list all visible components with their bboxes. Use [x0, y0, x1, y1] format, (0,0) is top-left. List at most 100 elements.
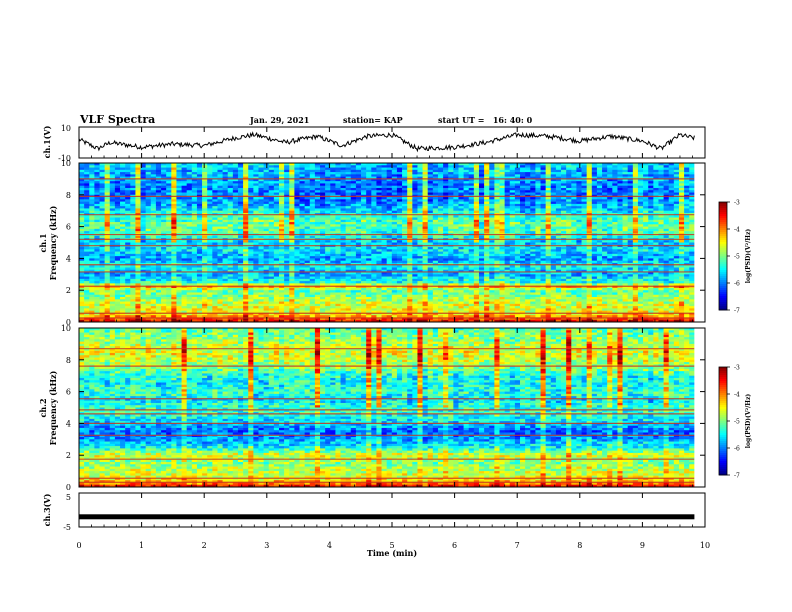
spectrogram-cell — [509, 208, 516, 211]
spectrogram-cell — [627, 167, 634, 171]
spectrogram-cell — [478, 249, 485, 252]
spectrogram-cell — [273, 235, 280, 239]
spectrogram-cell — [427, 199, 434, 202]
spectrogram-cell — [643, 190, 649, 193]
spectrogram-cell — [232, 163, 239, 166]
spectrogram-cell — [468, 217, 475, 221]
spectrogram-cell — [243, 201, 249, 205]
spectrogram-cell — [632, 172, 639, 175]
spectrogram-cell — [422, 192, 428, 196]
spectrogram-cell — [273, 167, 280, 171]
spectrogram-cell — [284, 185, 290, 189]
spectrogram-cell — [355, 203, 362, 207]
spectrogram-cell — [330, 210, 336, 214]
spectrogram-cell — [648, 226, 654, 230]
spectrogram-cell — [468, 172, 475, 175]
spectrogram-cell — [294, 231, 300, 234]
spectrogram-cell — [253, 203, 259, 207]
spectrogram-cell — [663, 210, 670, 214]
spectrogram-cell — [335, 222, 341, 225]
spectrogram-cell — [376, 208, 382, 211]
spectrogram-cell — [299, 228, 305, 232]
spectrogram-cell — [566, 165, 572, 168]
spectrogram-cell — [448, 176, 454, 180]
spectrogram-cell — [99, 219, 105, 223]
spectrogram-cell — [602, 231, 608, 234]
spectrogram-cell — [140, 215, 146, 218]
spectrogram-cell — [381, 247, 387, 250]
spectrogram-cell — [658, 222, 664, 225]
spectrogram-cell — [468, 228, 475, 232]
spectrogram-cell — [325, 256, 331, 259]
spectrogram-cell — [448, 235, 454, 239]
spectrogram-cell — [648, 208, 654, 211]
spectrogram-cell — [530, 226, 536, 230]
spectrogram-cell — [412, 174, 418, 177]
spectrogram-cell — [202, 249, 208, 252]
spectrogram-cell — [294, 210, 300, 214]
spectrogram-cell — [391, 226, 398, 230]
spectrogram-cell — [555, 190, 562, 193]
spectrogram-cell — [612, 231, 618, 234]
spectrogram-cell — [345, 181, 352, 184]
spectrogram-cell — [668, 185, 675, 189]
spectrogram-cell — [217, 256, 223, 259]
spectrogram-cell — [294, 208, 300, 211]
spectrogram-cell — [186, 249, 193, 252]
spectrogram-cell — [494, 199, 500, 202]
spectrogram-cell — [217, 190, 223, 193]
spectrogram-cell — [361, 174, 367, 177]
spectrogram-cell — [525, 181, 531, 184]
spectrogram-cell — [391, 219, 398, 223]
spectrogram-cell — [653, 199, 659, 202]
spectrogram-cell — [278, 178, 285, 182]
spectrogram-cell — [437, 206, 444, 209]
spectrogram-cell — [663, 240, 670, 243]
spectrogram-cell — [217, 242, 223, 246]
spectrogram-cell — [232, 231, 239, 234]
spectrogram-cell — [207, 201, 213, 205]
spectrogram-cell — [350, 219, 357, 223]
spectrogram-cell — [176, 240, 182, 243]
spectrogram-cell — [627, 178, 634, 182]
spectrogram-cell — [581, 190, 587, 193]
spectrogram-cell — [171, 201, 177, 205]
spectrogram-cell — [489, 183, 495, 187]
spectrogram-cell — [335, 192, 341, 196]
spectrogram-cell — [396, 174, 403, 177]
spectrogram-cell — [648, 176, 654, 180]
spectrogram-cell — [494, 231, 500, 234]
spectrogram-cell — [196, 206, 203, 209]
spectrogram-cell — [89, 224, 95, 227]
spectrogram-cell — [402, 185, 408, 189]
spectrogram-cell — [120, 249, 126, 252]
spectrogram-cell — [407, 240, 413, 243]
spectrogram-cell — [550, 222, 557, 225]
spectrogram-cell — [581, 167, 587, 171]
spectrogram-cell — [643, 203, 649, 207]
spectrogram-cell — [586, 247, 593, 250]
spectrogram-cell — [617, 174, 623, 177]
spectrogram-cell — [381, 169, 387, 173]
spectrogram-cell — [576, 249, 582, 252]
spectrogram-cell — [278, 210, 285, 214]
spectrogram-cell — [258, 228, 264, 232]
spectrogram-cell — [345, 240, 352, 243]
spectrogram-cell — [237, 251, 244, 255]
spectrogram-cell — [381, 165, 387, 168]
spectrogram-cell — [391, 228, 398, 232]
spectrogram-cell — [407, 219, 413, 223]
spectrogram-cell — [79, 251, 85, 255]
spectrogram-cell — [407, 174, 413, 177]
spectrogram-cell — [437, 219, 444, 223]
spectrogram-cell — [514, 224, 521, 227]
spectrogram-cell — [125, 192, 131, 196]
spectrogram-cell — [120, 224, 126, 227]
spectrogram-cell — [566, 176, 572, 180]
spectrogram-cell — [94, 219, 100, 223]
spectrogram-cell — [109, 187, 116, 191]
spectrogram-cell — [576, 181, 582, 184]
spectrogram-cell — [155, 235, 162, 239]
spectrogram-cell — [499, 203, 505, 207]
